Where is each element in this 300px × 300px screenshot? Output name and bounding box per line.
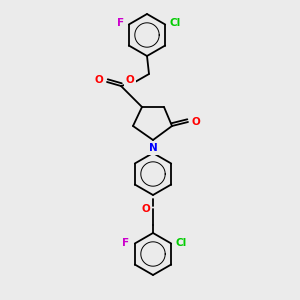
Text: O: O bbox=[126, 75, 134, 85]
Text: Cl: Cl bbox=[169, 19, 181, 28]
Text: O: O bbox=[142, 204, 150, 214]
Text: Cl: Cl bbox=[176, 238, 187, 248]
Text: O: O bbox=[94, 75, 103, 85]
Text: O: O bbox=[192, 117, 200, 127]
Text: F: F bbox=[117, 19, 124, 28]
Text: F: F bbox=[122, 238, 129, 248]
Text: N: N bbox=[148, 143, 158, 153]
